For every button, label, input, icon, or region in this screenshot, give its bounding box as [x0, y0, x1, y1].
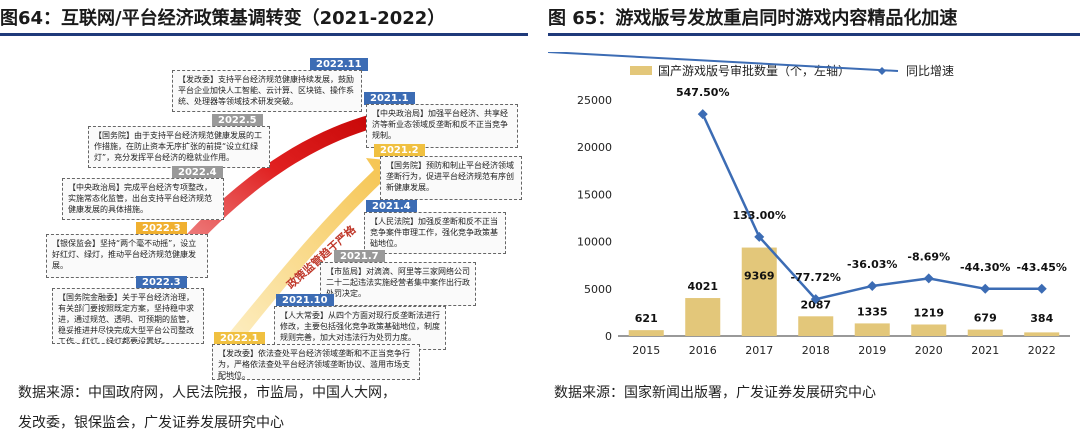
right-source: 数据来源：国家新闻出版署，广发证券发展研究中心	[554, 385, 876, 401]
event-box: 【银保监会】坚持“两个毫不动摇”，设立好红灯、绿灯，推动平台经济规范健康发展。	[46, 234, 208, 278]
growth-point	[867, 280, 878, 291]
growth-value-label: -8.69%	[907, 250, 950, 263]
right-figure-title: 图 65：游戏版号发放重启同时游戏内容精品化加速	[548, 8, 958, 29]
event-box: 【发改委】支持平台经济规范健康持续发展，鼓励平台企业加快人工智能、云计算、区块链…	[172, 70, 362, 112]
x-axis-ticks: 2015 2016 2017 2018 2019 2020 2021 2022	[632, 344, 1056, 357]
event-date: 2021.1	[364, 92, 415, 105]
growth-value-label: -77.72%	[791, 271, 841, 284]
event-box: 【发改委】依法查处平台经济领域垄断和不正当竞争行为，严格依法查处平台经济领域垄断…	[212, 344, 420, 380]
x-tick-label: 2017	[745, 344, 773, 357]
bar-value-label: 9369	[744, 270, 775, 283]
legend-line-marker	[878, 67, 886, 75]
bar-value-label: 621	[635, 312, 658, 325]
event-date: 2021.7	[334, 250, 385, 263]
event-box: 【中央政治局】加强平台经济、共享经济等新业态领域反垄断和反不正当竞争规制。	[366, 104, 518, 148]
event-box: 【中央政治局】完成平台经济专项整改，实施常态化监管，出台支持平台经济规范健康发展…	[62, 178, 224, 220]
bar	[798, 316, 834, 336]
legend-line-label: 同比增速	[906, 64, 954, 78]
event-date: 2021.10	[276, 294, 334, 307]
right-panel: 图 65：游戏版号发放重启同时游戏内容精品化加速 国产游戏版号审批数量（个，左轴…	[548, 0, 1080, 441]
game-license-chart: 国产游戏版号审批数量（个，左轴） 同比增速 0 5000 10000 15000 200…	[548, 52, 1070, 357]
bar	[741, 247, 777, 336]
bar	[685, 298, 721, 336]
x-tick-label: 2016	[689, 344, 717, 357]
bar-value-label: 679	[974, 312, 997, 325]
left-panel: 图64：互联网/平台经济政策基调转变（2021-2022） 政策监管趋于严格 政…	[0, 0, 528, 441]
bar-series: 621 4021 9369 2087 1335 1219 679 384	[628, 247, 1060, 336]
event-date: 2022.1	[214, 332, 265, 345]
bar-value-label: 4021	[687, 280, 718, 293]
growth-value-label: -44.30%	[960, 261, 1010, 274]
event-box: 【国务院】由于支持平台经济规范健康发展的工作措施，在防止资本无序扩张的前提“设立…	[88, 126, 270, 168]
event-date: 2022.5	[212, 114, 263, 127]
event-box: 【国务院金融委】关于平台经济治理，有关部门要按照既定方案，坚持稳中求进，通过规范…	[52, 288, 204, 344]
growth-value-label: -43.45%	[1017, 261, 1067, 274]
line-series: 547.50% 133.00% -77.72% -36.03% -8.69% -44.30…	[676, 86, 1067, 305]
growth-value-label: 133.00%	[733, 209, 786, 222]
x-tick-label: 2022	[1028, 344, 1056, 357]
bar-value-label: 1335	[857, 305, 888, 318]
y-tick-label: 0	[605, 330, 612, 343]
event-box: 【人民法院】加强反垄断和反不正当竞争案件审理工作，强化竞争政策基础地位。	[364, 212, 506, 254]
x-tick-label: 2015	[632, 344, 660, 357]
x-tick-label: 2019	[858, 344, 886, 357]
policy-timeline-diagram: 政策监管趋于严格 政策监管趋于严格 2022.11 【发改委】支持平台经济规范健…	[12, 54, 528, 380]
left-source-line1: 数据来源：中国政府网，人民法院报，市监局，中国人大网，	[18, 385, 396, 401]
growth-point	[754, 231, 765, 242]
event-box: 【市监局】对滴滴、阿里等三家网络公司二十二起违法实施经营者集中案作出行政处罚决定…	[320, 262, 476, 306]
event-date: 2022.3	[136, 276, 187, 289]
y-axis: 0 5000 10000 15000 20000 25000	[577, 94, 612, 343]
y-tick-label: 10000	[577, 236, 612, 249]
left-figure-title: 图64：互联网/平台经济政策基调转变（2021-2022）	[0, 8, 446, 29]
event-date: 2021.4	[366, 200, 417, 213]
legend-bar-label: 国产游戏版号审批数量（个，左轴）	[658, 63, 850, 78]
bar	[911, 324, 947, 336]
y-tick-label: 15000	[577, 188, 612, 201]
x-tick-label: 2021	[971, 344, 999, 357]
growth-point	[1036, 283, 1047, 294]
y-tick-label: 20000	[577, 141, 612, 154]
event-box: 【人大常委】从四个方面对现行反垄断法进行修改，主要包括强化竞争政策基础地位，制度…	[274, 306, 446, 350]
growth-value-label: -36.03%	[847, 258, 897, 271]
bar-value-label: 2087	[800, 298, 831, 311]
growth-point	[697, 109, 708, 120]
y-tick-label: 5000	[584, 283, 612, 296]
growth-point	[810, 294, 821, 305]
yellow-arrow	[220, 158, 404, 350]
chart-legend: 国产游戏版号审批数量（个，左轴） 同比增速	[548, 52, 954, 78]
bar	[854, 323, 890, 336]
event-date: 2022.4	[172, 166, 223, 179]
left-source-line2: 发改委，银保监会，广发证券发展研究中心	[18, 415, 284, 431]
bar	[967, 329, 1003, 336]
bar-value-label: 384	[1030, 312, 1053, 325]
x-tick-label: 2020	[915, 344, 943, 357]
legend-line-swatch	[548, 52, 899, 72]
y-tick-label: 25000	[577, 94, 612, 107]
legend-bar-swatch	[630, 66, 652, 75]
bar	[1024, 332, 1060, 336]
bar-value-label: 1219	[913, 306, 944, 319]
growth-point	[923, 273, 934, 284]
event-date: 2021.2	[374, 144, 425, 157]
event-date: 2022.3	[136, 222, 187, 235]
x-tick-label: 2018	[802, 344, 830, 357]
bar	[628, 330, 664, 336]
event-box: 【国务院】预防和制止平台经济领域垄断行为，促进平台经济规范有序创新健康发展。	[380, 156, 522, 200]
event-date: 2022.11	[310, 58, 368, 71]
right-title-rule	[548, 33, 1080, 36]
growth-value-label: 547.50%	[676, 86, 729, 99]
growth-point	[980, 283, 991, 294]
left-title-rule	[0, 33, 528, 36]
